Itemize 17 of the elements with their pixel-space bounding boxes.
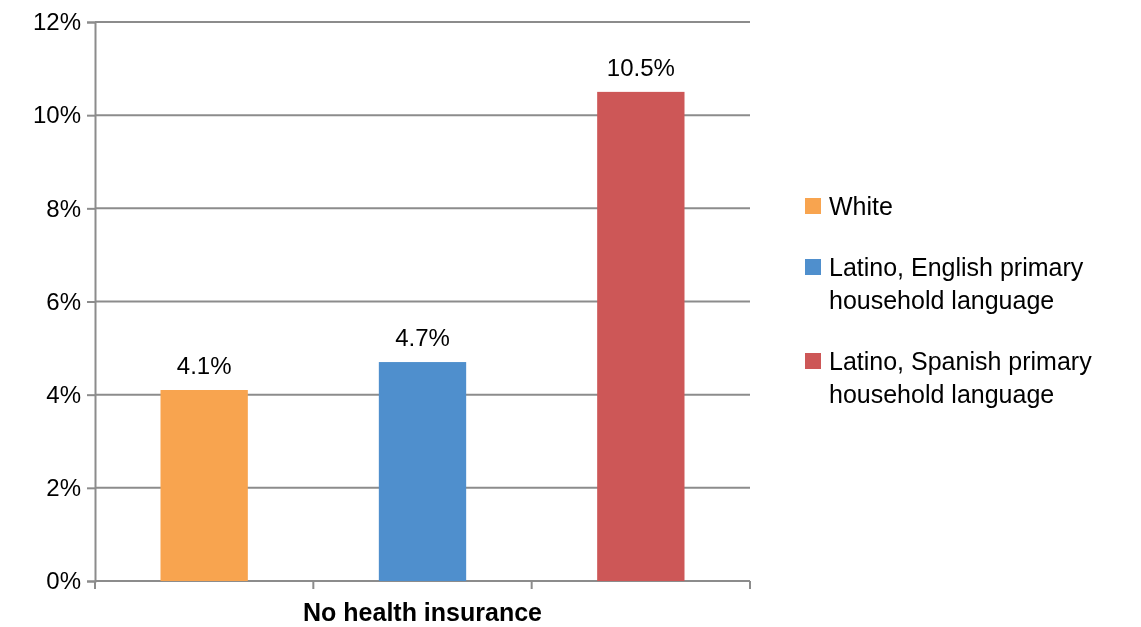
y-tick-label: 8% xyxy=(46,194,81,222)
y-tick-label: 12% xyxy=(32,8,81,36)
data-label: 10.5% xyxy=(606,53,675,81)
data-label: 4.7% xyxy=(395,324,450,352)
legend-label: Latino, English primary household language xyxy=(829,253,1084,314)
y-tick-label: 0% xyxy=(46,567,81,595)
bar xyxy=(378,362,467,581)
y-tick-label: 10% xyxy=(32,101,81,129)
bar xyxy=(160,390,248,581)
x-tick-label: No health insurance xyxy=(303,597,543,626)
y-tick-label: 2% xyxy=(46,474,81,502)
legend-label: White xyxy=(829,192,893,220)
y-tick-label: 6% xyxy=(46,287,81,315)
legend-label: Latino, Spanish primary household language xyxy=(829,347,1093,408)
bar xyxy=(597,91,685,581)
y-tick-label: 4% xyxy=(46,380,81,408)
data-label: 4.1% xyxy=(176,352,232,380)
